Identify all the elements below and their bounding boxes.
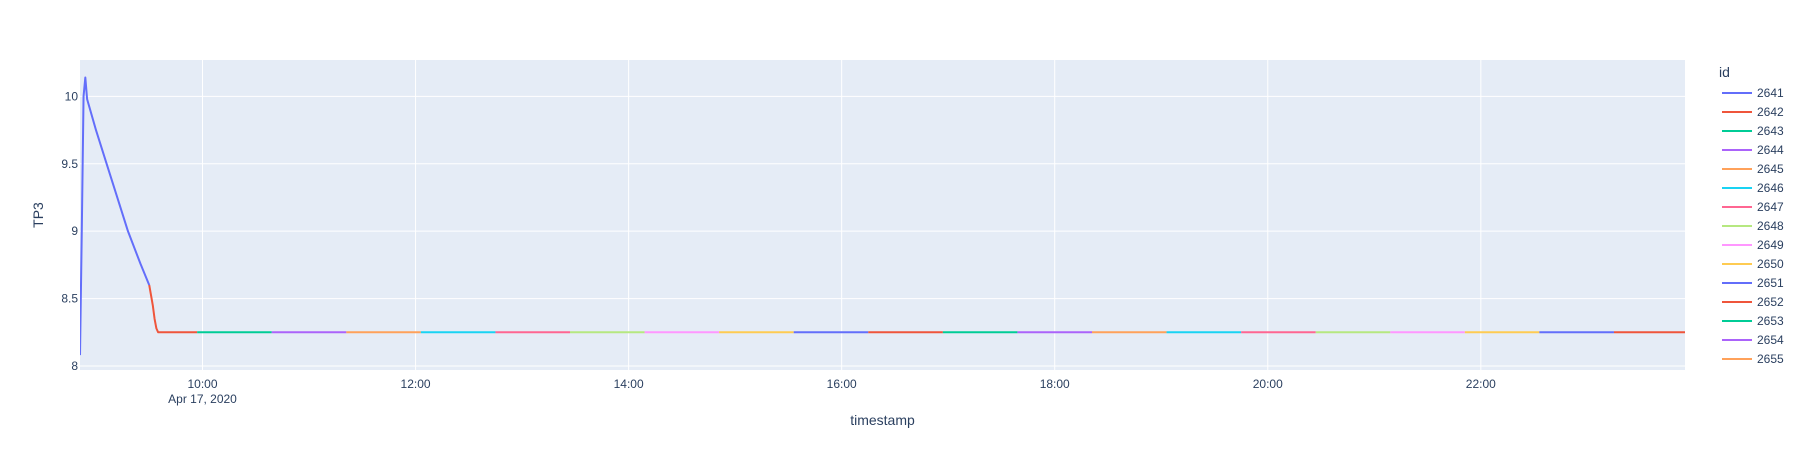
legend-item-2651: 2651	[1757, 276, 1784, 290]
legend-item-2641: 2641	[1757, 86, 1784, 100]
grid-lines	[80, 60, 1685, 370]
legend-item-2648: 2648	[1757, 219, 1784, 233]
y-axis-title: TP3	[30, 202, 46, 228]
plot-background	[80, 60, 1685, 370]
x-tick-label: 10:00	[187, 377, 217, 391]
x-tick-label: 20:00	[1253, 377, 1283, 391]
series-lines	[80, 76, 1685, 356]
legend-item-2644: 2644	[1757, 143, 1784, 157]
legend-item-2653: 2653	[1757, 314, 1784, 328]
legend-item-2643: 2643	[1757, 124, 1784, 138]
y-tick-label: 8	[71, 359, 78, 373]
legend-item-2654: 2654	[1757, 333, 1784, 347]
x-tick-label: 14:00	[614, 377, 644, 391]
legend-item-2646: 2646	[1757, 181, 1784, 195]
series-line-2641	[80, 76, 151, 356]
legend-item-2652: 2652	[1757, 295, 1784, 309]
legend-title: id	[1719, 64, 1730, 80]
legend-item-2647: 2647	[1757, 200, 1784, 214]
x-tick-label: 18:00	[1040, 377, 1070, 391]
y-tick-label: 8.5	[61, 292, 78, 306]
x-axis-title: timestamp	[850, 412, 915, 428]
y-tick-label: 9	[71, 224, 78, 238]
x-tick-label: 12:00	[401, 377, 431, 391]
legend-item-2645: 2645	[1757, 162, 1784, 176]
series-line-2642	[148, 284, 198, 334]
legend-item-2650: 2650	[1757, 257, 1784, 271]
y-tick-labels: 8 8.5 9 9.5 10	[61, 89, 78, 373]
x-tick-label: 22:00	[1466, 377, 1496, 391]
y-tick-label: 10	[65, 89, 79, 103]
legend-item-2655: 2655	[1757, 352, 1784, 366]
x-tick-label: 16:00	[827, 377, 857, 391]
y-tick-label: 9.5	[61, 157, 78, 171]
legend-item-2642: 2642	[1757, 105, 1784, 119]
legend: id 2641 2642 2643 2644 2645 2646 2647 2648 2649 2…	[1719, 64, 1784, 366]
legend-item-2649: 2649	[1757, 238, 1784, 252]
x-tick-date-label: Apr 17, 2020	[168, 392, 237, 406]
